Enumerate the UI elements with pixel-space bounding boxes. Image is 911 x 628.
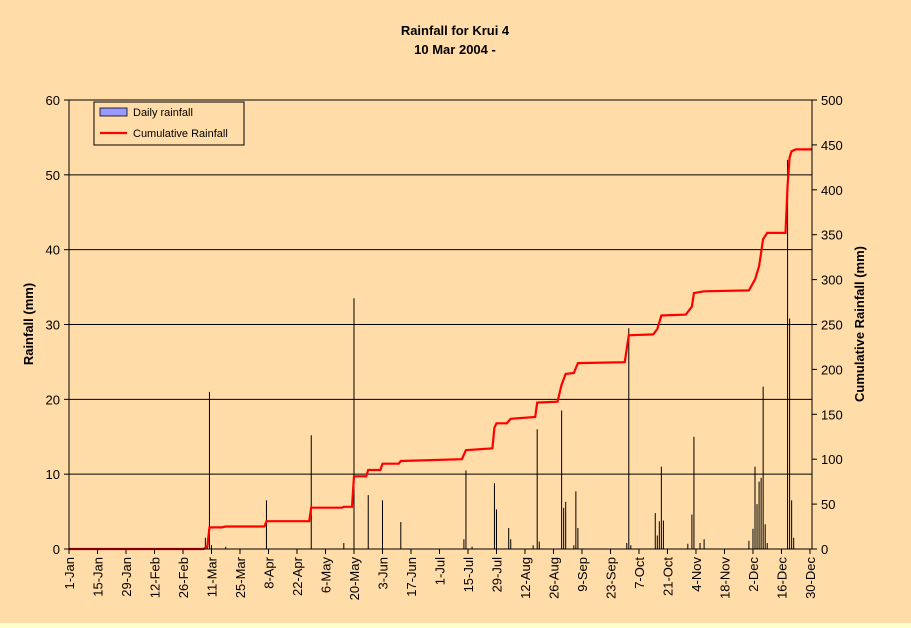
x-tick-label: 11-Mar [204,556,219,597]
y-tick-label-right: 150 [821,407,843,422]
x-tick-label: 12-Aug [518,557,533,599]
y-tick-label-right: 450 [821,138,843,153]
y-tick-label-left: 20 [46,392,60,407]
x-tick-label: 15-Jul [461,557,476,593]
y-tick-label-right: 300 [821,273,843,288]
y-tick-label-left: 30 [46,318,60,333]
x-tick-label: 17-Jun [404,557,419,597]
chart-subtitle: 10 Mar 2004 - [414,42,496,57]
x-tick-label: 26-Aug [546,557,561,599]
x-tick-label: 30-Dec [803,557,818,599]
y-tick-label-left: 40 [46,243,60,258]
x-tick-label: 4-Nov [689,557,704,592]
legend-label-cumulative: Cumulative Rainfall [133,128,228,140]
gridlines [69,99,812,475]
x-tick-label: 1-Jul [432,557,447,585]
x-tick-label: 16-Dec [774,557,789,599]
legend: Daily rainfall Cumulative Rainfall [93,101,245,146]
y-tick-label-right: 350 [821,228,843,243]
cumulative-rainfall-line [69,148,812,551]
x-tick-label: 23-Sep [603,557,618,599]
x-tick-label: 18-Nov [717,557,732,599]
x-tick-label: 9-Sep [575,557,590,592]
chart-title: Rainfall for Krui 4 [401,23,510,38]
x-tick-label: 26-Feb [176,557,191,598]
x-tick-label: 1-Jan [62,557,77,590]
x-tick-label: 20-May [347,557,362,601]
x-tick-label: 25-Mar [233,556,248,598]
y-tick-label-right: 400 [821,183,843,198]
y-tick-label-right: 250 [821,318,843,333]
y-tick-label-right: 50 [821,497,835,512]
y-tick-label-right: 0 [821,542,828,557]
x-axis-ticks: 1-Jan 15-Jan 29-Jan 12-Feb 26-Feb 11-Mar 25-Ma… [62,549,818,600]
x-tick-label: 21-Oct [660,557,675,596]
y-tick-label-right: 100 [821,452,843,467]
legend-label-daily: Daily rainfall [133,107,193,119]
legend-swatch-daily [99,107,128,117]
x-tick-label: 6-May [318,557,333,594]
x-tick-label: 29-Jan [119,557,134,597]
x-tick-label: 3-Jun [375,557,390,590]
y-axis-label-right: Cumulative Rainfall (mm) [852,246,867,402]
x-tick-label: 15-Jan [90,557,105,597]
x-tick-label: 12-Feb [147,557,162,598]
y-tick-label-right: 200 [821,362,843,377]
x-tick-label: 8-Apr [261,556,276,588]
y-tick-label-left: 10 [46,467,60,482]
x-tick-label: 29-Jul [489,557,504,593]
right-axis-ticks: 0 50 100 150 200 250 300 350 400 450 500 [812,93,843,557]
y-tick-label-right: 500 [821,93,843,108]
x-tick-label: 7-Oct [632,557,647,589]
x-tick-label: 2-Dec [746,557,761,592]
y-tick-label-left: 60 [46,93,60,108]
y-tick-label-left: 0 [53,542,60,557]
y-axis-label-left: Rainfall (mm) [21,283,36,365]
left-axis-ticks: 0 10 20 30 40 50 60 [46,93,69,557]
daily-rainfall-bars [204,159,795,549]
x-tick-label: 22-Apr [290,556,305,596]
y-tick-label-left: 50 [46,168,60,183]
